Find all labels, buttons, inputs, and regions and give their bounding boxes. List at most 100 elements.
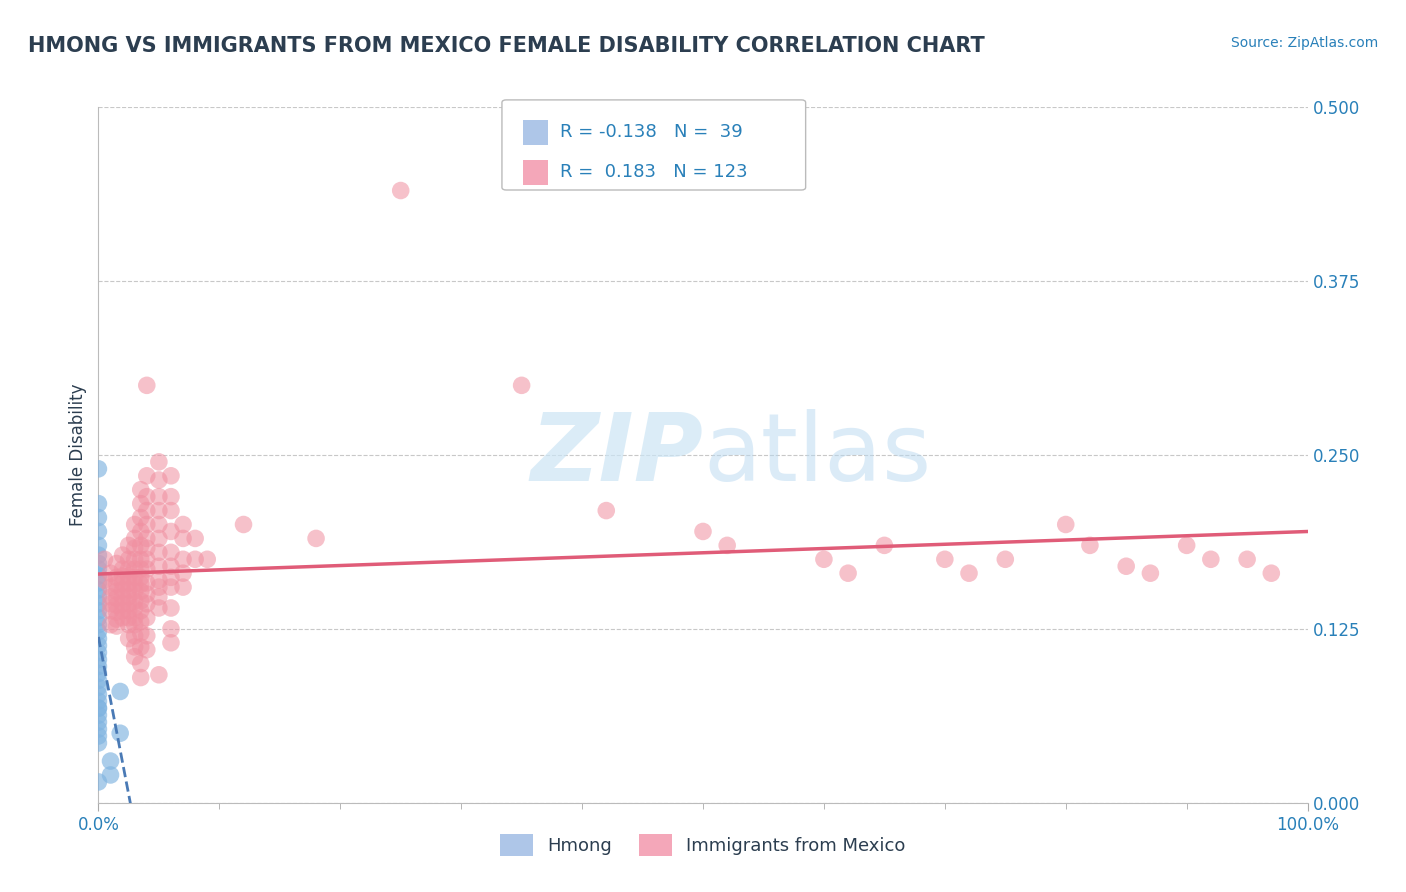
Point [135,562,157,576]
Point [160,570,183,584]
Point [129,552,152,566]
Point [135,378,157,392]
Point [135,587,157,601]
Point [172,580,194,594]
Point [129,594,152,608]
Point [148,490,170,504]
Point [87,659,110,673]
Point [87,462,110,476]
Point [129,657,152,671]
Point [105,605,128,619]
Point [100,768,122,782]
Point [148,455,170,469]
Point [87,729,110,743]
Point [135,597,157,611]
Point [105,612,128,626]
Point [87,775,110,789]
Point [124,562,146,576]
Point [160,468,183,483]
Point [135,541,157,556]
Point [124,617,146,632]
Point [148,601,170,615]
Legend: Hmong, Immigrants from Mexico: Hmong, Immigrants from Mexico [494,827,912,863]
Point [124,570,146,584]
Point [124,611,146,625]
Point [135,503,157,517]
Point [305,532,328,546]
Point [87,722,110,736]
Point [111,597,134,611]
Point [111,562,134,576]
Text: R =  0.183   N = 123: R = 0.183 N = 123 [560,163,747,181]
Point [111,582,134,597]
Point [195,552,218,566]
Point [172,532,194,546]
Point [100,754,122,768]
Point [87,715,110,730]
Point [160,580,183,594]
Point [124,601,146,615]
Point [510,378,533,392]
Point [1260,566,1282,581]
Point [160,636,183,650]
Point [135,532,157,546]
Point [87,681,110,695]
Point [118,576,141,591]
Point [87,604,110,618]
Point [87,576,110,591]
Point [184,532,207,546]
Point [172,552,194,566]
Point [129,626,152,640]
Point [148,545,170,559]
Point [87,632,110,646]
Point [87,617,110,632]
Point [160,503,183,517]
Point [873,538,896,552]
Point [595,503,617,517]
Point [87,510,110,524]
Point [108,684,131,698]
Point [232,517,254,532]
Point [1199,552,1222,566]
Point [118,552,141,566]
Text: HMONG VS IMMIGRANTS FROM MEXICO FEMALE DISABILITY CORRELATION CHART: HMONG VS IMMIGRANTS FROM MEXICO FEMALE D… [28,36,984,55]
Point [118,562,141,576]
Point [160,490,183,504]
Point [93,552,115,566]
Point [135,642,157,657]
Point [87,646,110,660]
Point [87,701,110,715]
Point [129,570,152,584]
Point [118,632,141,646]
Point [148,667,170,681]
Point [160,601,183,615]
Point [172,566,194,581]
Point [87,497,110,511]
Point [129,510,152,524]
Point [172,517,194,532]
Point [108,726,131,740]
Point [100,597,122,611]
Point [160,545,183,559]
Text: ZIP: ZIP [530,409,703,501]
Point [105,577,128,591]
Point [87,597,110,611]
Point [100,590,122,604]
Point [148,532,170,546]
Point [124,532,146,546]
Point [184,552,207,566]
Point [994,552,1017,566]
Point [148,473,170,487]
Point [124,594,146,608]
Point [118,538,141,552]
Point [957,566,980,581]
Point [87,666,110,681]
Point [105,557,128,571]
Point [87,701,110,715]
Point [105,591,128,606]
Point [111,611,134,625]
Point [1139,566,1161,581]
Y-axis label: Female Disability: Female Disability [69,384,87,526]
Point [1078,538,1101,552]
Point [124,649,146,664]
